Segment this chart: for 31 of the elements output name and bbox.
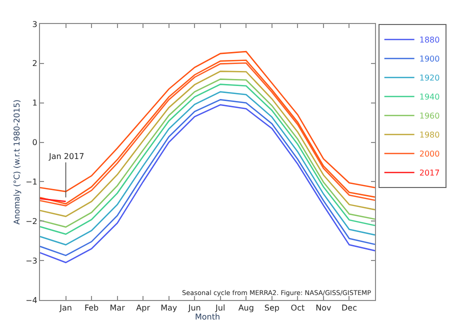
x-tick-label: Aug (238, 304, 254, 313)
legend-label: 2000 (419, 150, 440, 159)
x-tick-label: Feb (84, 304, 99, 313)
x-tick-label: Jun (187, 304, 201, 313)
y-tick-label: −4 (26, 296, 38, 305)
legend-label: 2017 (419, 168, 440, 178)
legend-label: 1900 (419, 54, 440, 64)
x-tick-label: Sep (264, 304, 280, 313)
x-tick-label: Dec (341, 304, 357, 313)
y-tick-label: −2 (26, 216, 38, 226)
x-tick-label: Mar (110, 304, 126, 313)
x-tick-label: Apr (136, 304, 151, 313)
x-tick-label: Jan (58, 304, 72, 313)
x-tick-label: May (160, 304, 178, 313)
legend-label: 1880 (419, 36, 440, 45)
y-tick-label: 3 (32, 20, 38, 29)
legend-label: 1920 (419, 74, 440, 83)
x-axis-title: Month (194, 312, 220, 322)
legend-label: 1980 (419, 130, 440, 140)
legend-label: 1960 (419, 112, 440, 121)
y-axis-title: Anomaly (°C) (w.r.t 1980-2015) (12, 100, 22, 224)
y-tick-label: 0 (32, 138, 38, 148)
y-tick-label: −3 (26, 256, 38, 266)
y-tick-label: −1 (26, 178, 38, 187)
x-tick-label: Nov (316, 304, 332, 313)
y-tick-label: 2 (32, 59, 38, 68)
legend-label: 1940 (419, 92, 440, 102)
annotation: Jan 2017 (48, 152, 84, 161)
x-tick-label: Jul (214, 304, 226, 313)
y-tick-label: 1 (32, 98, 38, 108)
x-tick-label: Oct (290, 304, 305, 313)
